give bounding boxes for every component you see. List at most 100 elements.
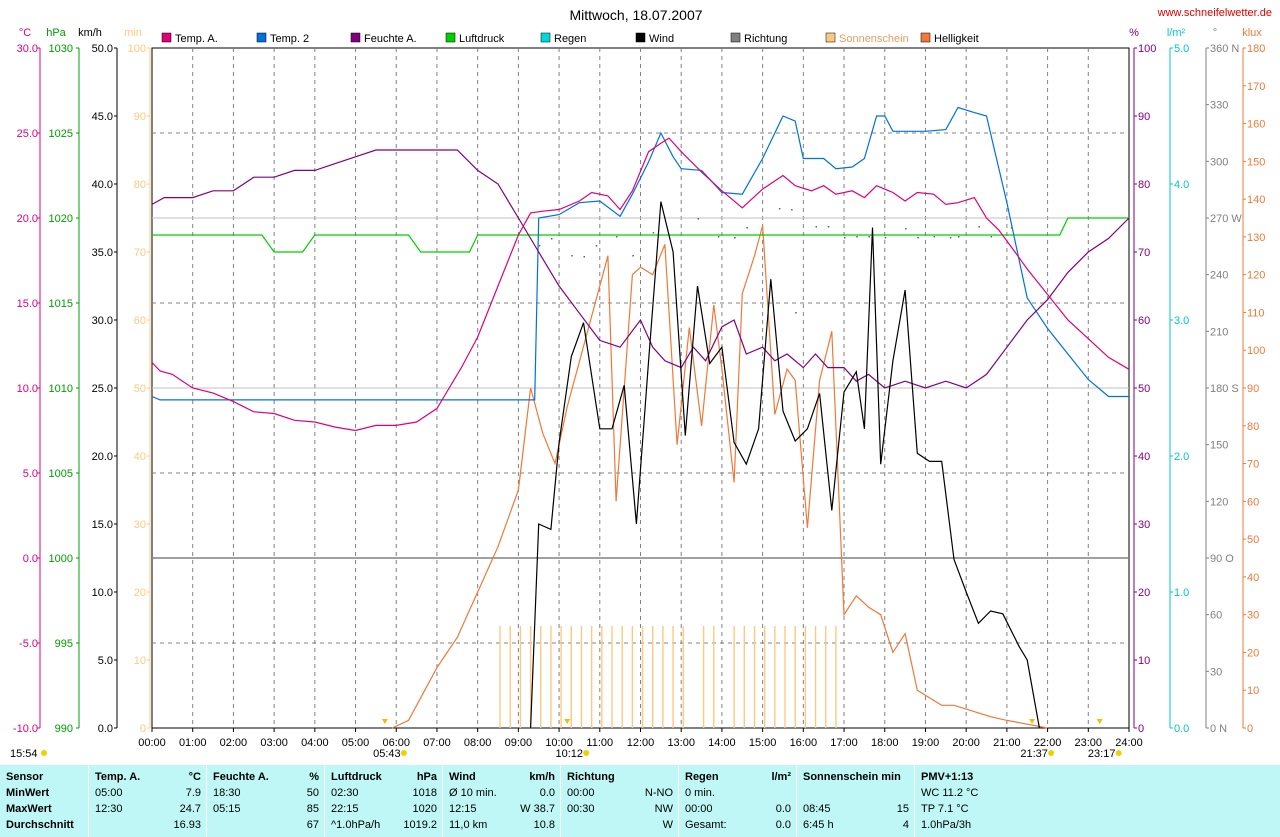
legend-label: Wind [649, 33, 674, 45]
left-axis-label: -10.0 [13, 723, 38, 735]
label-max: MaxWert [6, 803, 52, 815]
direction-dot [571, 255, 573, 257]
summary-cell-left: 11,0 km [449, 819, 488, 831]
x-axis-label: 06:00 [382, 737, 410, 749]
summary-cell-left: 1.0hPa/3h [921, 819, 972, 831]
summary-col: Richtung 00:00 N-NO 00:30 NW W [560, 765, 679, 837]
x-axis-label: 07:00 [423, 737, 451, 749]
legend-label: Temp. 2 [270, 33, 309, 45]
x-axis-label: 09:00 [505, 737, 533, 749]
left-axis-label: 30.0 [92, 315, 113, 327]
left-axis-label: 1000 [49, 553, 73, 565]
summary-col: Sonnenschein min 08:45 15 6:45 h 4 [796, 765, 915, 837]
direction-dot [791, 209, 793, 211]
x-axis-label: 05:00 [342, 737, 370, 749]
summary-cell-left: Wind [449, 771, 476, 783]
right-axis-label: 0.0 [1174, 723, 1189, 735]
right-axes: %1009080706050403020100l/m²5.04.03.02.01… [1129, 27, 1265, 735]
series-luftdruck [152, 217, 1129, 253]
left-axis-label: 100 [128, 43, 146, 55]
direction-dot [652, 232, 655, 234]
left-axis-label: 40 [134, 451, 146, 463]
right-axis-label: 90 [1247, 383, 1259, 395]
x-axis-label: 01:00 [179, 737, 207, 749]
site-link[interactable]: www.schneifelwetter.de [1157, 7, 1272, 19]
summary-cell-left: WC 11.2 °C [921, 787, 979, 799]
summary-cell-right: 7.9 [185, 787, 201, 799]
left-axis-label: 0 [140, 723, 146, 735]
right-axis-label: 80 [1138, 179, 1150, 191]
summary-cell-left: 08:45 [803, 803, 831, 815]
sun-icon [400, 750, 407, 756]
summary-cell-left: 05:00 [95, 787, 123, 799]
right-axis-label: 60 [1210, 610, 1222, 622]
direction-dot [827, 226, 830, 228]
summary-cell-right: km/h [529, 771, 555, 783]
left-axis-label: 1005 [49, 468, 73, 480]
legend-label: Regen [554, 33, 586, 45]
legend: Temp. A. Temp. 2 Feuchte A. Luftdruck Regen W… [161, 32, 979, 45]
right-axis-label: 20 [1138, 587, 1150, 599]
direction-dot [550, 238, 553, 240]
right-axis-label: 0 N [1210, 723, 1227, 735]
direction-dot [905, 228, 907, 230]
left-axis-label: 1010 [49, 383, 73, 395]
right-axis-label: 90 O [1210, 553, 1234, 565]
x-axis-label: 02:00 [220, 737, 248, 749]
right-axis-label: 60 [1247, 496, 1259, 508]
right-axis-label: 30 [1247, 610, 1259, 622]
left-axis-label: 10.0 [92, 587, 113, 599]
x-axis-label: 21:00 [993, 737, 1021, 749]
legend-swatch [256, 32, 267, 43]
time-mark-label: 15:54 [10, 748, 38, 760]
left-axis-label: 0.0 [98, 723, 113, 735]
direction-dot [697, 218, 699, 220]
legend-label: Feuchte A. [364, 33, 417, 45]
label-avg: Durchschnitt [6, 819, 74, 831]
right-axis-label: 170 [1247, 81, 1265, 93]
right-axis-label: 0 [1247, 723, 1253, 735]
left-axis-label: 990 [55, 723, 73, 735]
right-axis-label: 180 [1247, 43, 1265, 55]
x-axis-label: 03:00 [260, 737, 288, 749]
time-marker-icon [1029, 719, 1036, 724]
x-axis-label: 13:00 [667, 737, 695, 749]
x-axis-label: 16:00 [790, 737, 818, 749]
legend-swatch [445, 32, 456, 43]
left-axis-unit: min [124, 27, 142, 39]
legend-swatch [161, 32, 172, 43]
x-axis-label: 08:00 [464, 737, 492, 749]
summary-cell-left: 12:15 [449, 803, 477, 815]
left-axis-label: 30.0 [17, 43, 38, 55]
summary-cell-right: 1019.2 [403, 819, 437, 831]
legend-label: Helligkeit [934, 33, 979, 45]
time-marker-icon [1096, 719, 1103, 724]
legend-label: Richtung [744, 33, 787, 45]
direction-dot [868, 236, 870, 238]
left-axis-unit: hPa [46, 27, 66, 39]
summary-cell-left: 12:30 [95, 803, 123, 815]
right-axis-label: 120 [1247, 270, 1265, 282]
right-axis-label: 30 [1210, 666, 1222, 678]
left-axis-label: 50.0 [92, 43, 113, 55]
summary-cell-left: Temp. A. [95, 771, 141, 783]
summary-cell-right: W [662, 819, 673, 831]
summary-col: Luftdruck hPa 02:30 1018 22:15 1020 ^1.0hPa/h 1… [324, 765, 443, 837]
sun-icon [1115, 750, 1122, 756]
x-axis-label: 12:00 [627, 737, 655, 749]
summary-cell-right: 50 [306, 787, 319, 799]
left-axis-label: 25.0 [92, 383, 113, 395]
summary-cell-left: 00:00 [567, 787, 595, 799]
x-axis-label: 23:00 [1075, 737, 1103, 749]
summary-cell-right: °C [188, 771, 201, 783]
legend-label: Sonnenschein [839, 33, 909, 45]
right-axis-label: 30 [1138, 519, 1150, 531]
left-axis-label: 5.0 [23, 468, 38, 480]
summary-row-labels: Sensor MinWert MaxWert Durchschnitt [0, 765, 88, 837]
right-axis-label: 140 [1247, 194, 1265, 206]
right-axis-label: 360 N [1210, 43, 1239, 55]
direction-dot [632, 255, 634, 257]
left-axis-label: 35.0 [92, 247, 113, 259]
time-marker-icon [564, 719, 571, 724]
summary-cell-right: 16.93 [173, 819, 201, 831]
